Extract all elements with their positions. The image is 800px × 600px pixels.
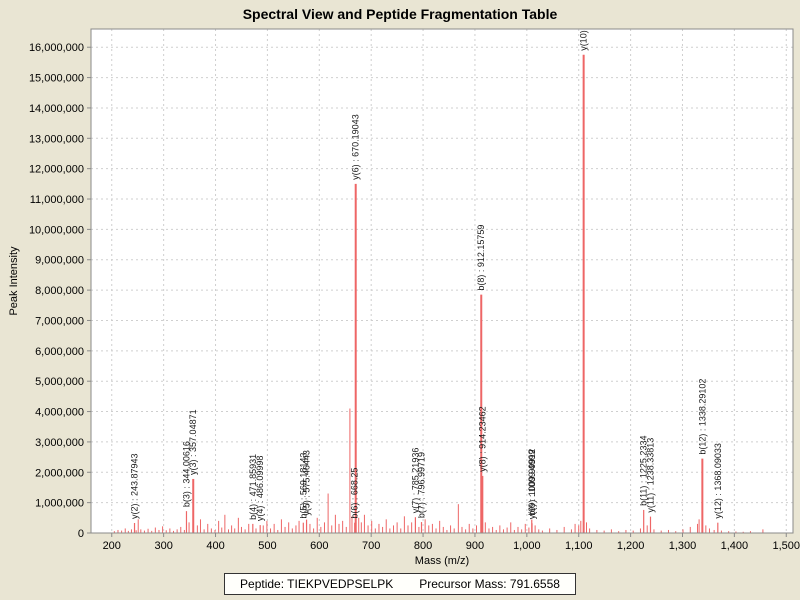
- x-tick-label: 1,300: [669, 540, 697, 552]
- y-tick-label: 9,000,000: [35, 255, 84, 267]
- y-tick-label: 14,000,000: [29, 103, 84, 115]
- axis-ticks: 200 300 400 500 600 700 800 900 1,000 1,100 1,200 1…: [29, 42, 800, 552]
- y-tick-label: 3,000,000: [35, 437, 84, 449]
- x-tick-label: 600: [310, 540, 328, 552]
- peak-label: b(7) : 796.99719: [417, 452, 427, 518]
- peak-label: y(7) : 785.21936: [410, 448, 420, 514]
- y-tick-label: 15,000,000: [29, 73, 84, 85]
- gridlines: [91, 29, 793, 534]
- x-tick-label: 1,200: [617, 540, 645, 552]
- peak-label: y(3) : 357.04871: [188, 409, 198, 475]
- x-tick-label: 1,500: [772, 540, 800, 552]
- peak-label: b(6) : 668.25: [350, 468, 360, 519]
- peak-label: y(12) : 1368.09033: [713, 443, 723, 519]
- y-tick-label: 2,000,000: [35, 467, 84, 479]
- y-tick-label: 0: [78, 528, 84, 540]
- plot-area: [91, 29, 793, 533]
- peak-label: y(2) : 243.87943: [130, 453, 140, 519]
- peak-label: y(5) : 575.46443: [302, 450, 312, 516]
- x-tick-label: 300: [154, 540, 172, 552]
- peak-label: y(10): [579, 30, 589, 51]
- precursor-mass-label: Precursor Mass: 791.6558: [419, 577, 560, 591]
- spectrum-peaks: [113, 54, 764, 533]
- peptide-sequence-label: Peptide: TIEKPVEDPSELPK: [240, 577, 394, 591]
- peak-label: y(6) : 670.19043: [351, 114, 361, 180]
- peak-label: y(4) : 486.09998: [255, 456, 265, 522]
- y-tick-label: 7,000,000: [35, 315, 84, 327]
- y-tick-label: 5,000,000: [35, 376, 84, 388]
- peak-label: b(3) : 344.00616: [181, 441, 191, 507]
- peak-label: y(11) : 1238.33813: [645, 438, 655, 513]
- x-tick-label: 800: [414, 540, 432, 552]
- peak-label: b(4) : 471.85931: [248, 454, 258, 520]
- y-tick-label: 10,000,000: [29, 224, 84, 236]
- y-tick-label: 12,000,000: [29, 164, 84, 176]
- x-tick-label: 400: [206, 540, 224, 552]
- peak-label: b(8) : 912.15759: [476, 225, 486, 291]
- x-tick-label: 900: [466, 540, 484, 552]
- peak-label: y(9) : 1009.99912: [527, 449, 537, 520]
- x-tick-label: 700: [362, 540, 380, 552]
- x-tick-label: 1,100: [565, 540, 593, 552]
- peak-label: b(11) : 1225.2334: [639, 436, 649, 506]
- page-title: Spectral View and Peptide Fragmentation …: [242, 6, 558, 22]
- peak-label: b(9) : 1009.4999: [527, 450, 537, 516]
- x-tick-label: 200: [103, 540, 121, 552]
- y-tick-label: 1,000,000: [35, 498, 84, 510]
- peak-label: b(12) : 1338.29102: [697, 379, 707, 455]
- peptide-info-box: Peptide: TIEKPVEDPSELPK Precursor Mass: …: [224, 573, 576, 595]
- peak-label: y(8) : 914.23462: [477, 406, 487, 472]
- y-axis-title: Peak Intensity: [8, 246, 20, 316]
- y-tick-label: 4,000,000: [35, 407, 84, 419]
- x-tick-label: 1,400: [721, 540, 749, 552]
- x-axis-title: Mass (m/z): [415, 555, 469, 567]
- y-tick-label: 11,000,000: [30, 194, 84, 206]
- y-tick-label: 8,000,000: [35, 285, 84, 297]
- y-tick-label: 6,000,000: [35, 346, 84, 358]
- x-tick-label: 1,000: [513, 540, 541, 552]
- x-tick-label: 500: [258, 540, 276, 552]
- y-tick-label: 16,000,000: [29, 42, 84, 54]
- plot-border: [90, 28, 794, 534]
- y-tick-label: 13,000,000: [29, 133, 84, 145]
- peak-label: b(5) : 569.18143: [298, 453, 308, 519]
